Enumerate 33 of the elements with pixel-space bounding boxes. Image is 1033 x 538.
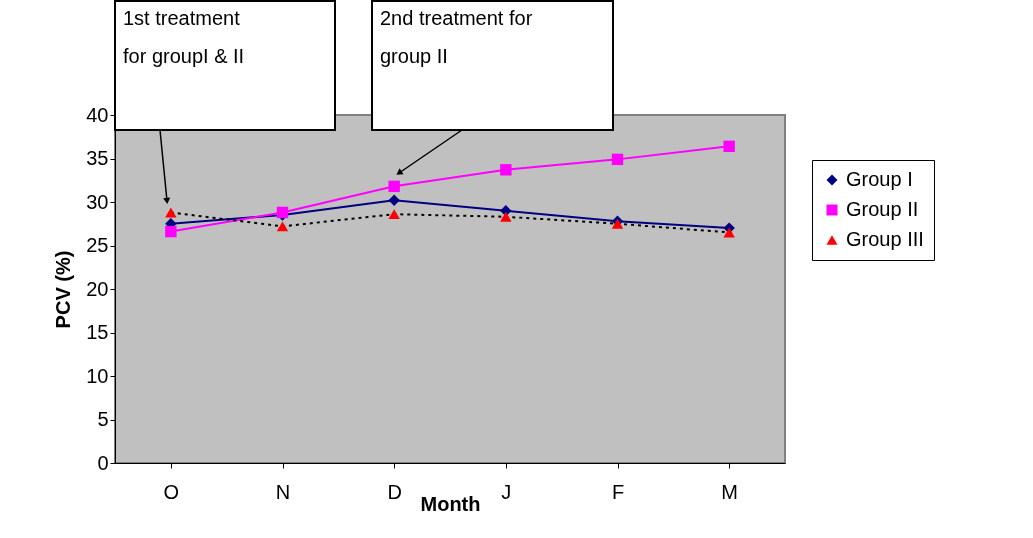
x-tick-label: F (611, 480, 625, 503)
x-tick-label: J (501, 480, 512, 503)
y-tick-label: 10 (86, 364, 109, 387)
point (723, 140, 735, 153)
point (500, 211, 512, 222)
text: 2nd treatment for group II (380, 7, 533, 67)
text: 1st treatment for groupI & II (123, 7, 245, 67)
point (500, 164, 512, 176)
y-tick-label: 5 (97, 408, 109, 430)
legend-label: Group III (846, 228, 924, 250)
point (611, 153, 624, 166)
point (388, 209, 400, 220)
point (723, 227, 735, 238)
point (276, 221, 289, 232)
y-tick-label: 25 (86, 234, 109, 256)
y-tick-label: 30 (86, 190, 109, 213)
legend-label: Group I (846, 168, 913, 190)
y-tick-label: 40 (86, 103, 109, 126)
y-axis-title: PCV (%) (52, 250, 75, 329)
x-tick-label: D (387, 480, 402, 503)
y-tick-label: 0 (97, 451, 109, 474)
y-tick-label: 20 (86, 277, 109, 300)
point (165, 207, 177, 218)
point (165, 225, 177, 238)
point (388, 180, 400, 193)
x-tick-label: O (163, 480, 180, 503)
x-axis-title: Month (420, 492, 481, 515)
legend-label: Group II (846, 198, 919, 220)
y-tick-label: 35 (86, 147, 109, 169)
point (388, 194, 400, 206)
x-tick-label: M (721, 480, 738, 503)
y-tick-label: 15 (86, 321, 109, 343)
x-tick-label: N (275, 480, 291, 503)
